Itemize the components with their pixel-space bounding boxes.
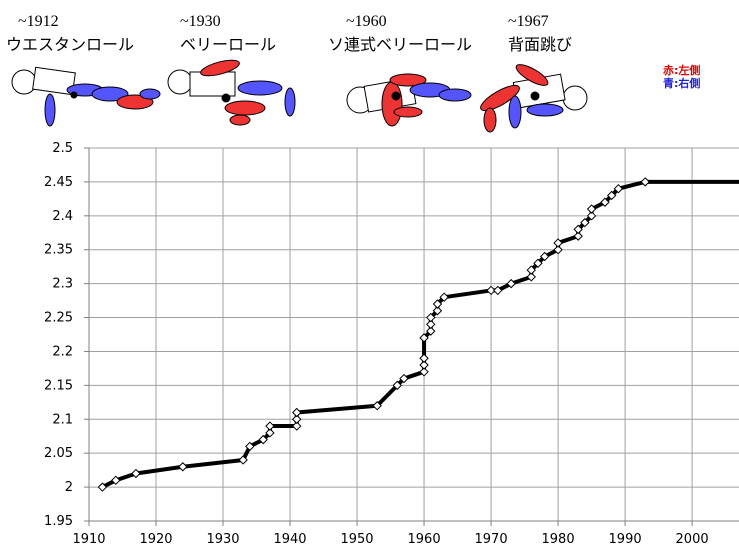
annotation-era: ~1912 [18, 13, 59, 30]
y-tick-label: 2.05 [44, 446, 73, 461]
point-marker [266, 422, 274, 430]
figure-fosbury-flop [477, 61, 587, 132]
chart: ~1912 ウエスタンロール ~1930 ベリーロール ~1960 ソ連式ベリーロール ~1… [0, 0, 739, 551]
figure-soviet-belly-roll [347, 74, 471, 126]
point-marker [293, 408, 301, 416]
y-tick-label: 2.4 [52, 209, 73, 224]
point-marker [641, 178, 649, 186]
y-tick-label: 2 [65, 480, 73, 495]
x-tick-label: 1940 [273, 532, 306, 547]
y-tick-label: 2.5 [52, 141, 73, 156]
x-tick-label: 2000 [676, 532, 709, 547]
y-tick-label: 2.35 [44, 243, 73, 258]
series-line [102, 182, 645, 487]
x-tick-label: 1990 [609, 532, 642, 547]
y-tick-label: 2.3 [52, 277, 73, 292]
y-tick-label: 2.15 [44, 378, 73, 393]
annotation-label: 背面跳び [508, 35, 572, 54]
y-tick-label: 2.2 [52, 344, 73, 359]
x-tick-label: 1950 [340, 532, 373, 547]
figure-belly-roll [168, 57, 295, 125]
x-tick-label: 1960 [408, 532, 441, 547]
x-tick-label: 1930 [206, 532, 239, 547]
y-tick-label: 2.45 [44, 175, 73, 190]
annotation-label: ベリーロール [180, 35, 276, 54]
y-tick-label: 1.95 [44, 514, 73, 529]
annotation-era: ~1960 [346, 13, 387, 30]
annotation-label: ソ連式ベリーロール [328, 35, 472, 54]
illustrations [12, 57, 587, 132]
annotation-era: ~1967 [508, 13, 549, 30]
point-marker [179, 463, 187, 471]
y-tick-label: 2.1 [52, 412, 73, 427]
annotation-era: ~1930 [180, 13, 221, 30]
figure-western-roll [12, 67, 160, 126]
annotation-label: ウエスタンロール [6, 35, 134, 54]
point-marker [420, 354, 428, 362]
y-tick-label: 2.25 [44, 311, 73, 326]
x-tick-label: 1920 [139, 532, 172, 547]
legend-note: 青:右側 [663, 76, 700, 90]
x-tick-label: 1970 [475, 532, 508, 547]
x-tick-label: 1980 [542, 532, 575, 547]
legend-note: 赤:左側 [663, 63, 700, 77]
x-tick-label: 1910 [72, 532, 105, 547]
